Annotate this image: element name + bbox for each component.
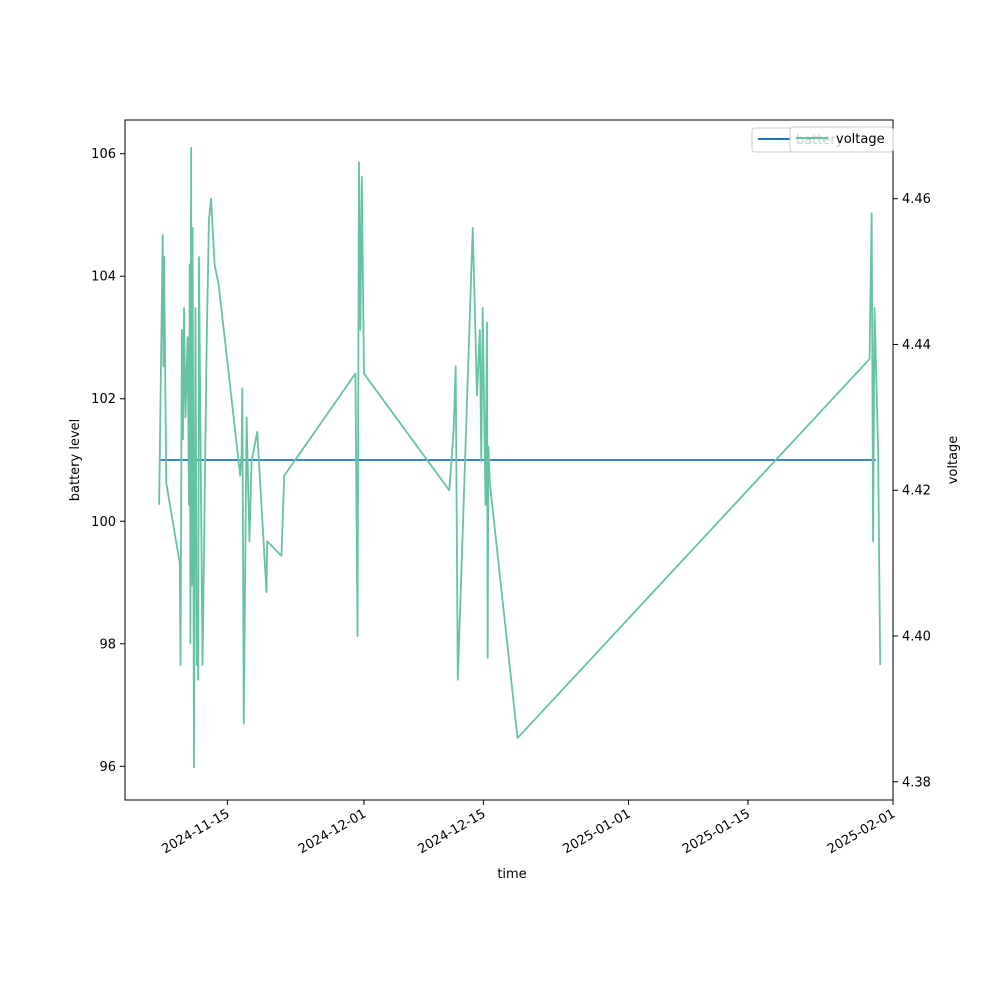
left-y-tick-label: 100	[91, 515, 116, 530]
right-y-tick-label: 4.40	[902, 630, 931, 645]
right-y-axis-label: voltage	[946, 436, 961, 485]
right-y-axis-ticks: 4.38 4.40 4.42 4.44 4.46	[893, 192, 931, 790]
left-y-axis-label: battery level	[68, 419, 83, 502]
left-y-tick-label: 98	[99, 637, 116, 652]
left-y-axis-ticks: 96 98 100 102 104 106	[91, 147, 125, 775]
legend-voltage: voltage	[789, 126, 894, 153]
plot-area-frame	[124, 119, 894, 801]
right-y-tick-label: 4.38	[902, 775, 931, 790]
left-y-tick-label: 96	[99, 760, 116, 775]
x-axis-label: time	[497, 867, 526, 882]
legend-voltage-label: voltage	[836, 132, 885, 147]
right-y-tick-label: 4.44	[902, 338, 931, 353]
right-y-tick-label: 4.46	[902, 192, 931, 207]
left-y-tick-label: 104	[91, 270, 116, 285]
series-layer	[158, 146, 882, 769]
series-line-voltage	[158, 146, 882, 769]
left-y-tick-label: 102	[91, 392, 116, 407]
right-y-tick-label: 4.42	[902, 484, 931, 499]
legend-voltage-frame	[789, 126, 894, 153]
left-y-tick-label: 106	[91, 147, 116, 162]
